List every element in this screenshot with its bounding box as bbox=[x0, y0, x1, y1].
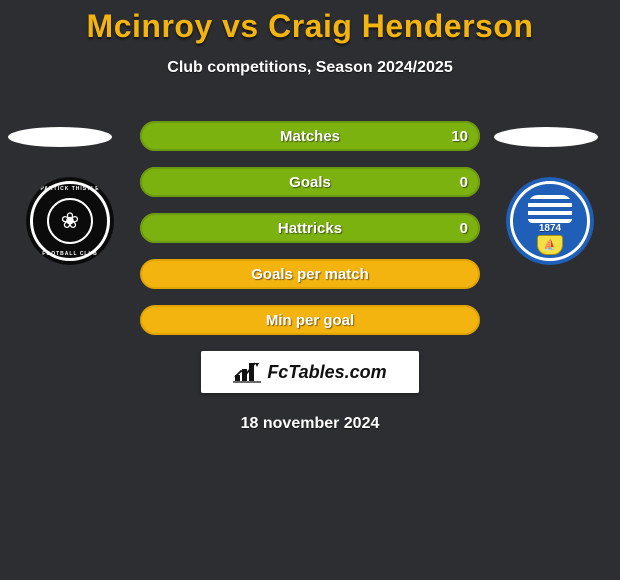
thistle-icon: ❀ bbox=[47, 198, 93, 244]
stat-value: 10 bbox=[451, 121, 468, 151]
stat-value: 0 bbox=[460, 167, 468, 197]
stat-row: Matches10 bbox=[140, 121, 480, 151]
stat-label: Min per goal bbox=[140, 305, 480, 335]
stat-label: Matches bbox=[140, 121, 480, 151]
right-badge-year: 1874 bbox=[506, 223, 594, 234]
hoops-icon bbox=[528, 195, 572, 223]
right-team-badge: 1874 ⛵ bbox=[506, 177, 594, 265]
left-badge-arc-top: PARTICK THISTLE bbox=[26, 186, 114, 192]
page-title: Mcinroy vs Craig Henderson bbox=[0, 0, 620, 45]
stat-value: 0 bbox=[460, 213, 468, 243]
ship-icon: ⛵ bbox=[544, 241, 556, 251]
site-brand-text: FcTables.com bbox=[267, 362, 386, 383]
date-text: 18 november 2024 bbox=[0, 415, 620, 433]
stats-container: Matches10Goals0Hattricks0Goals per match… bbox=[140, 121, 480, 335]
left-team-badge: PARTICK THISTLE ❀ FOOTBALL CLUB bbox=[26, 177, 114, 265]
stat-label: Hattricks bbox=[140, 213, 480, 243]
left-flag-placeholder bbox=[8, 127, 112, 147]
stat-row: Goals0 bbox=[140, 167, 480, 197]
bar-chart-icon bbox=[233, 361, 261, 383]
stat-row: Hattricks0 bbox=[140, 213, 480, 243]
stat-label: Goals per match bbox=[140, 259, 480, 289]
stat-row: Goals per match bbox=[140, 259, 480, 289]
left-badge-arc-bottom: FOOTBALL CLUB bbox=[26, 251, 114, 257]
site-brand-logo: FcTables.com bbox=[201, 351, 419, 393]
stat-row: Min per goal bbox=[140, 305, 480, 335]
subtitle: Club competitions, Season 2024/2025 bbox=[0, 59, 620, 77]
stat-label: Goals bbox=[140, 167, 480, 197]
right-flag-placeholder bbox=[494, 127, 598, 147]
